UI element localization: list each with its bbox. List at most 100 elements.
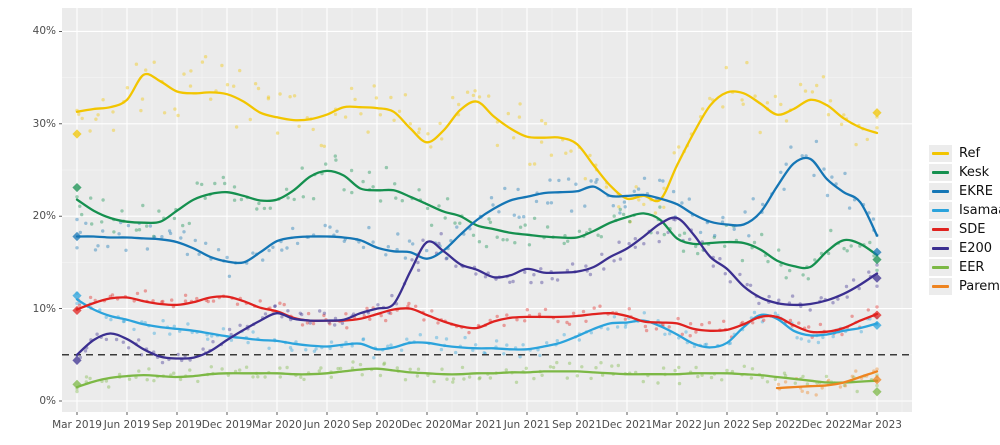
poll-point [844,284,849,289]
poll-point [642,176,647,180]
legend-key-box [929,164,952,181]
x-axis-label: Jun 2019 [103,419,151,431]
poll-point [799,337,803,341]
poll-point [137,228,142,232]
poll-point [343,115,348,119]
poll-point [806,277,810,281]
poll-point [708,96,712,101]
poll-point [505,238,509,242]
poll-point [416,268,421,272]
poll-point [738,272,742,277]
poll-point [297,124,301,128]
poll-point [295,241,300,246]
poll-point [126,223,131,228]
poll-point [680,201,684,205]
poll-point [532,376,536,381]
poll-point [483,275,488,279]
poll-point [292,94,297,98]
poll-point [599,361,603,365]
poll-point [548,365,553,369]
poll-point [203,196,207,200]
poll-point [773,377,778,381]
poll-point [598,304,602,308]
poll-point [112,230,116,234]
poll-point [244,365,249,369]
poll-point [203,55,208,59]
poll-point [278,366,282,370]
poll-point [235,302,240,306]
poll-point [694,244,698,249]
poll-point [251,375,255,379]
poll-point [201,347,205,351]
poll-point [268,206,272,210]
poll-point [454,264,458,268]
poll-point [148,224,153,228]
poll-point [843,384,848,388]
poll-point [654,327,659,331]
poll-point [80,116,84,121]
poll-point [439,232,443,236]
poll-point [767,294,771,299]
legend-item-sde: SDE [929,220,1000,239]
poll-point [90,222,94,226]
poll-point [445,256,449,260]
poll-point [77,303,82,308]
poll-point [784,276,788,280]
poll-point [511,279,515,284]
poll-point [444,337,449,341]
poll-point [176,352,180,357]
poll-point [89,196,93,200]
poll-point [267,346,271,350]
poll-point [366,130,370,134]
poll-point [555,278,560,282]
poll-point [371,240,375,244]
poll-point [152,331,156,335]
poll-point [824,374,829,379]
poll-point [227,327,232,332]
poll-point [543,121,548,126]
legend-line-swatch [932,228,949,231]
poll-point [397,109,402,114]
poll-point [826,113,831,117]
poll-point [305,321,310,325]
poll-point [813,258,817,262]
x-axis-label: Mar 2019 [52,419,102,431]
poll-point [589,331,593,335]
poll-point [732,227,736,231]
trend-line-eer [75,367,879,389]
poll-point [267,248,271,253]
x-axis-label: Jun 2020 [303,419,351,431]
election-marker-isamaa [872,320,882,330]
poll-point [820,386,824,390]
poll-point [488,220,493,224]
poll-point [278,92,282,96]
poll-point [407,301,411,306]
poll-point [843,171,847,176]
poll-point [555,339,559,343]
poll-point [425,248,429,253]
poll-point [807,339,811,343]
poll-point [839,122,844,127]
poll-point [407,239,412,243]
poll-point [298,311,302,315]
poll-point [684,330,688,334]
poll-point [75,195,79,199]
poll-point [681,249,686,253]
poll-point [672,151,676,155]
election-marker-parem [872,375,882,385]
poll-point [872,254,876,258]
legend-key-box [929,221,952,238]
poll-point [121,319,126,324]
poll-point [319,366,323,370]
poll-point [814,393,818,397]
poll-point [677,381,682,386]
poll-point [367,225,371,230]
x-axis-label: Mar 2020 [252,419,302,431]
poll-point [372,356,376,360]
poll-point [875,263,879,267]
poll-point [740,98,744,102]
poll-point [465,90,470,94]
poll-point [517,115,522,119]
poll-point [78,230,83,235]
